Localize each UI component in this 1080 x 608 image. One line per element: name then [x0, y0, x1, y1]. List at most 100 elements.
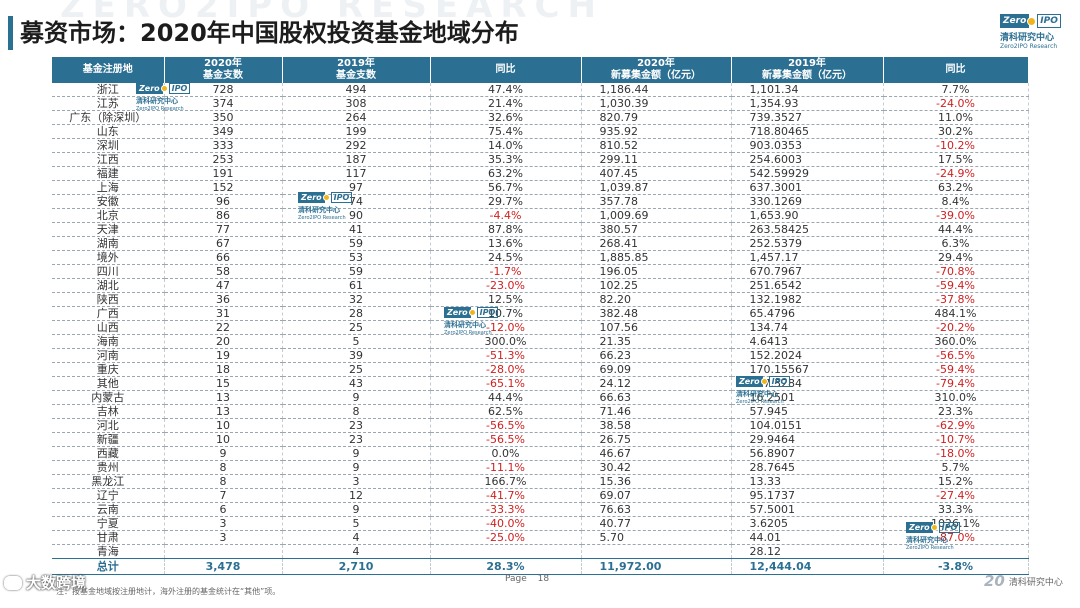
value-cell: 39	[282, 348, 431, 364]
value-cell: 308	[282, 96, 431, 112]
value-cell: 300.0%	[430, 334, 582, 350]
value-cell: 96	[164, 194, 283, 210]
value-cell: -39.0%	[883, 208, 1029, 224]
value-cell: 333	[164, 138, 283, 154]
region-cell: 北京	[52, 208, 165, 224]
table-row: 江西 253 187 35.3% 299.11 254.6003 17.5%	[52, 152, 1029, 168]
value-cell: 59	[282, 236, 431, 252]
value-cell: 56.8907	[731, 446, 884, 462]
value-cell: 3	[164, 516, 283, 532]
value-cell: -12.0%	[430, 320, 582, 336]
value-cell: 47	[164, 278, 283, 294]
region-cell: 湖南	[52, 236, 165, 252]
value-cell: 104.0151	[731, 418, 884, 434]
table-row: 浙江 728 494 47.4% 1,186.44 1,101.34 7.7%	[52, 83, 1029, 98]
title-accent-bar	[8, 16, 13, 50]
value-cell: 76.63	[581, 502, 732, 518]
column-header: 同比	[430, 57, 582, 83]
value-cell: 33.3%	[883, 502, 1029, 518]
value-cell: 134.74	[731, 320, 884, 336]
value-cell: 360.0%	[883, 334, 1029, 350]
table-row: 上海 152 97 56.7% 1,039.87 637.3001 63.2%	[52, 180, 1029, 196]
table-row: 陕西 36 32 12.5% 82.20 132.1982 -37.8%	[52, 292, 1029, 308]
value-cell: 382.48	[581, 306, 732, 322]
footer-logo: 20 清科研究中心	[984, 572, 1063, 590]
zero2ipo-logo: Zero IPO 清科研究中心 Zero2IPO Research	[1000, 14, 1066, 50]
region-cell: 重庆	[52, 362, 165, 378]
value-cell: 102.25	[581, 278, 732, 294]
value-cell: 44.4%	[430, 390, 582, 406]
table-row: 吉林 13 8 62.5% 71.46 57.945 23.3%	[52, 404, 1029, 420]
table-row: 广西 31 28 10.7% 382.48 65.4796 484.1%	[52, 306, 1029, 322]
table-row: 其他 15 43 -65.1% 24.12 117.3284 -79.4%	[52, 376, 1029, 392]
value-cell: -65.1%	[430, 376, 582, 392]
value-cell: 44.4%	[883, 222, 1029, 238]
value-cell: -62.9%	[883, 418, 1029, 434]
table-row: 内蒙古 13 9 44.4% 66.63 16.2501 310.0%	[52, 390, 1029, 406]
value-cell: 11.0%	[883, 110, 1029, 126]
value-cell: 0.0%	[430, 446, 582, 462]
value-cell: 1,009.69	[581, 208, 732, 224]
region-cell: 西藏	[52, 446, 165, 462]
value-cell: 36	[164, 292, 283, 308]
table-row: 北京 86 90 -4.4% 1,009.69 1,653.90 -39.0%	[52, 208, 1029, 224]
stamp-dot-icon	[760, 378, 768, 385]
value-cell: 44.01	[731, 530, 884, 546]
column-header: 基金注册地	[52, 57, 165, 83]
region-cell: 湖北	[52, 278, 165, 294]
logo-ipo-text: IPO	[1037, 14, 1061, 28]
value-cell: 251.6542	[731, 278, 884, 294]
fund-region-table: 基金注册地 2020年 基金支数 2019年 基金支数 同比 2020年 新募集金额（亿…	[52, 57, 1029, 576]
value-cell: 12.5%	[430, 292, 582, 308]
value-cell: 3	[282, 474, 431, 490]
value-cell: 1,885.85	[581, 250, 732, 266]
value-cell: 1,354.93	[731, 96, 884, 112]
region-cell: 新疆	[52, 432, 165, 448]
stamp-dot-icon	[468, 309, 476, 316]
value-cell: 19	[164, 348, 283, 364]
value-cell: 5	[282, 334, 431, 350]
table-header-row: 基金注册地 2020年 基金支数 2019年 基金支数 同比 2020年 新募集金额（亿…	[52, 57, 1029, 83]
region-cell: 内蒙古	[52, 390, 165, 406]
value-cell: 5.70	[581, 530, 732, 546]
footer-twenty-mark: 20	[984, 572, 1005, 590]
table-row: 境外 66 53 24.5% 1,885.85 1,457.17 29.4%	[52, 250, 1029, 266]
region-cell: 河北	[52, 418, 165, 434]
value-cell: 53	[282, 250, 431, 266]
table-row: 四川 58 59 -1.7% 196.05 670.7967 -70.8%	[52, 264, 1029, 280]
page-number-value: 18	[537, 574, 550, 584]
value-cell	[430, 544, 582, 560]
column-header: 2019年 基金支数	[282, 57, 431, 83]
stamp-zero-text: Zero	[136, 83, 163, 94]
value-cell: -59.4%	[883, 278, 1029, 294]
table-row: 新疆 10 23 -56.5% 26.75 29.9464 -10.7%	[52, 432, 1029, 448]
column-header: 同比	[883, 57, 1029, 83]
value-cell: 17.5%	[883, 152, 1029, 168]
value-cell: -40.0%	[430, 516, 582, 532]
value-cell: 25	[282, 320, 431, 336]
value-cell: 1,653.90	[731, 208, 884, 224]
total-row: 总计 3,478 2,710 28.3% 11,972.00 12,444.04 -3.8%	[52, 558, 1029, 576]
region-cell: 陕西	[52, 292, 165, 308]
value-cell: -33.3%	[430, 502, 582, 518]
value-cell: 6.3%	[883, 236, 1029, 252]
value-cell: 32	[282, 292, 431, 308]
value-cell: 71.46	[581, 404, 732, 420]
value-cell: 21.35	[581, 334, 732, 350]
stamp-ipo-text: IPO	[938, 522, 961, 533]
region-cell: 贵州	[52, 460, 165, 476]
region-cell: 青海	[52, 544, 165, 560]
stamp-english-name: Zero2IPO Research	[736, 399, 784, 405]
value-cell: -1.7%	[430, 264, 582, 280]
value-cell: -41.7%	[430, 488, 582, 504]
value-cell: 75.4%	[430, 124, 582, 140]
value-cell: 28	[282, 306, 431, 322]
value-cell: 77	[164, 222, 283, 238]
value-cell: 152	[164, 180, 283, 196]
value-cell: 32.6%	[430, 110, 582, 126]
value-cell: -59.4%	[883, 362, 1029, 378]
value-cell: 67	[164, 236, 283, 252]
watermark-stamp: Zero IPO 清科研究中心 Zero2IPO Research	[906, 522, 966, 551]
value-cell: 28.3%	[430, 558, 582, 576]
value-cell: -24.0%	[883, 96, 1029, 112]
